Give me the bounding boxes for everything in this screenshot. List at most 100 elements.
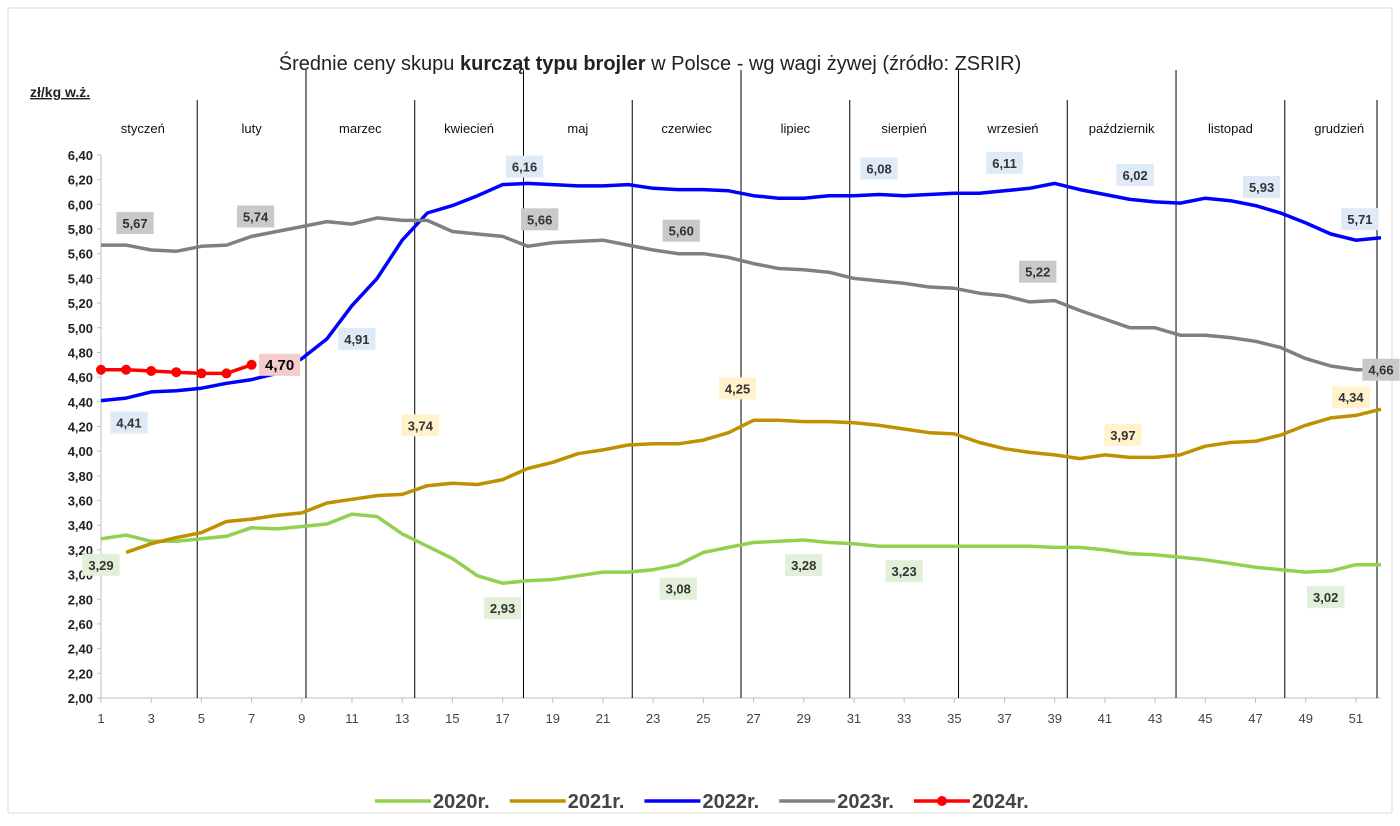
series-marker [146,365,157,376]
month-label: październik [1089,121,1155,136]
data-label-bg [1332,386,1370,409]
data-label: 4,41 [116,416,141,431]
data-label: 4,34 [1338,390,1364,405]
y-tick-label: 2,00 [68,691,93,706]
data-label-bg [110,411,148,434]
data-label-bg [236,205,275,228]
data-label: 6,08 [866,161,891,176]
month-label: grudzień [1314,121,1364,136]
data-label: 5,71 [1347,212,1372,227]
month-label: maj [567,121,588,136]
month-label: luty [241,121,262,136]
x-tick-label: 31 [847,711,861,726]
x-tick-label: 9 [298,711,305,726]
y-tick-label: 5,00 [68,321,93,336]
x-tick-label: 23 [646,711,660,726]
data-label: 5,60 [669,224,694,239]
x-tick-label: 37 [997,711,1011,726]
data-label: 5,66 [527,212,552,227]
month-label: sierpień [881,121,927,136]
x-tick-label: 35 [947,711,961,726]
y-tick-label: 5,60 [68,247,93,262]
y-tick-label: 5,40 [68,271,93,286]
data-label: 4,25 [725,381,750,396]
data-label-bg [662,219,700,242]
y-tick-label: 5,20 [68,296,93,311]
x-tick-label: 1 [97,711,104,726]
month-label: kwiecień [444,121,494,136]
data-label-bg [258,353,301,376]
data-label-bg [401,414,440,437]
series-line [100,512,1381,585]
data-label-bg [116,212,154,235]
y-tick-label: 4,00 [68,444,93,459]
y-tick-label: 4,80 [68,345,93,360]
data-label: 5,22 [1025,265,1050,280]
data-label: 3,97 [1110,428,1135,443]
x-tick-label: 13 [395,711,409,726]
title-part: Średnie ceny skupu [279,51,460,75]
y-tick-label: 2,80 [68,592,93,607]
data-label-bg [82,553,120,576]
series-line [125,407,1382,555]
data-label: 3,74 [408,418,434,433]
x-tick-label: 51 [1349,711,1363,726]
legend-label: 2021r. [568,791,625,813]
y-tick-label: 4,20 [68,420,93,435]
x-tick-label: 7 [248,711,255,726]
x-tick-label: 17 [495,711,509,726]
data-label-bg [1307,586,1345,609]
data-label-bg [338,327,376,350]
month-label: listopad [1208,121,1253,136]
x-tick-label: 25 [696,711,710,726]
chart-title: Średnie ceny skupu kurcząt typu brojler … [279,51,1022,75]
y-tick-label: 2,20 [68,666,93,681]
x-tick-label: 43 [1148,711,1162,726]
data-label: 3,02 [1313,590,1338,605]
x-tick-label: 3 [148,711,155,726]
chart-border [7,7,1393,814]
data-label-bg [1242,176,1281,199]
x-tick-label: 15 [445,711,459,726]
data-label: 2,93 [490,601,515,616]
data-label: 6,11 [992,156,1017,171]
legend-label: 2022r. [702,791,759,813]
y-tick-label: 3,40 [68,518,93,533]
title-part: w Polsce - wg wagi żywej (źródło: ZSRIR) [646,53,1022,75]
legend-label: 2020r. [433,791,490,813]
data-label: 5,74 [243,209,269,224]
series-marker [196,368,207,379]
x-tick-label: 33 [897,711,911,726]
x-tick-label: 21 [596,711,610,726]
legend-label: 2024r. [972,791,1029,813]
data-label: 3,08 [666,582,691,597]
data-label: 6,02 [1122,168,1147,183]
series-marker [121,364,132,375]
data-label-bg [659,577,697,600]
y-tick-label: 2,40 [68,642,93,657]
x-tick-label: 5 [198,711,205,726]
legend-label: 2023r. [837,791,894,813]
y-tick-label: 2,60 [68,617,93,632]
y-tick-label: 6,40 [68,148,93,163]
x-tick-label: 41 [1098,711,1112,726]
data-label: 3,23 [891,564,916,579]
y-axis-label: zł/kg w.ż. [30,84,90,100]
y-tick-label: 3,60 [68,494,93,509]
data-label: 6,16 [512,160,537,175]
data-label: 3,28 [791,558,816,573]
data-label-bg [1019,260,1057,283]
x-tick-label: 47 [1248,711,1262,726]
data-label-bg [1341,208,1379,231]
month-label: styczeń [121,121,165,136]
data-label-bg [860,157,898,180]
data-label-bg [1116,163,1154,186]
x-tick-label: 27 [746,711,760,726]
data-label-bg [521,208,559,231]
data-label: 4,70 [265,357,294,374]
data-label: 5,93 [1249,180,1274,195]
data-label: 4,66 [1368,363,1393,378]
series-line [101,216,1381,372]
x-tick-label: 49 [1298,711,1312,726]
